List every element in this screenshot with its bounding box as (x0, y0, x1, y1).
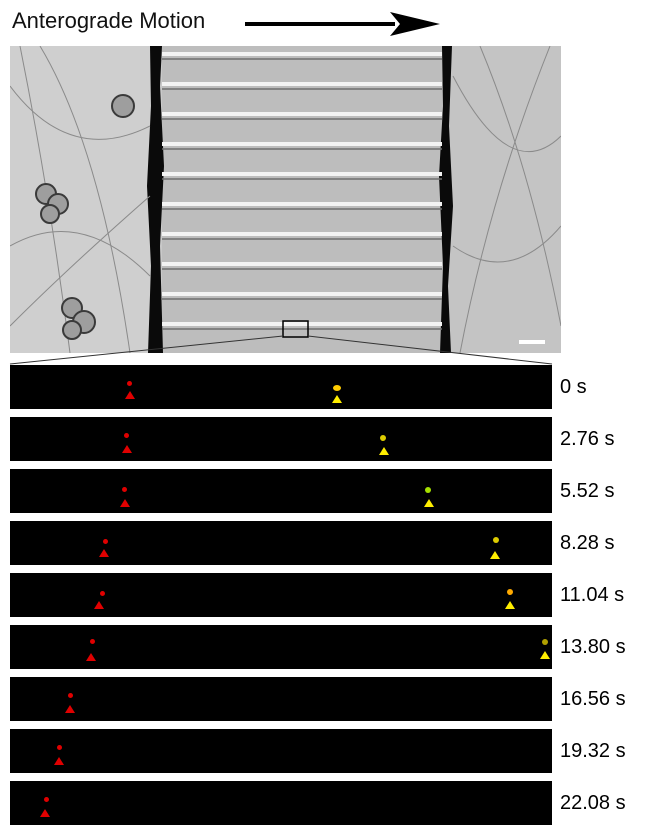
frame-time: 2.76 s (560, 428, 615, 450)
frame-time: 19.32 s (560, 740, 626, 762)
arrow-right-icon (245, 12, 440, 36)
frame-panel (10, 521, 552, 565)
frame-panel (10, 417, 552, 461)
frame-time: 13.80 s (560, 636, 626, 658)
frame-panel (10, 573, 552, 617)
frame-panel (10, 469, 552, 513)
frame-panel (10, 365, 552, 409)
frame-panel (10, 781, 552, 825)
figure-title: Anterograde Motion (12, 8, 206, 33)
frame-panel (10, 677, 552, 721)
frame-time: 11.04 s (560, 584, 625, 606)
frame-time: 5.52 s (560, 480, 615, 502)
frame-time: 22.08 s (560, 792, 626, 814)
frame-time: 8.28 s (560, 532, 615, 554)
inset-zoom-lines (9, 335, 553, 365)
frame-time: 16.56 s (560, 688, 626, 710)
frame-panel (10, 729, 552, 773)
brightfield-micrograph (10, 46, 561, 353)
frame-panel (10, 625, 552, 669)
frame-time: 0 s (560, 376, 587, 398)
